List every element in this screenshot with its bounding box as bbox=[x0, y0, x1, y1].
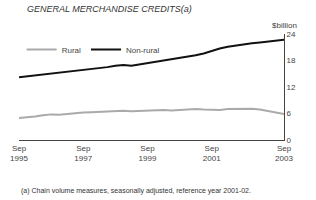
svg-text:$billion: $billion bbox=[272, 21, 297, 30]
svg-text:18: 18 bbox=[287, 56, 296, 65]
svg-text:6: 6 bbox=[287, 109, 292, 118]
svg-text:12: 12 bbox=[287, 83, 296, 92]
svg-text:Sep1995: Sep1995 bbox=[10, 144, 28, 163]
svg-text:Non-rural: Non-rural bbox=[126, 46, 160, 55]
svg-text:24: 24 bbox=[287, 30, 296, 39]
svg-text:Sep2003: Sep2003 bbox=[275, 144, 293, 163]
svg-text:Rural: Rural bbox=[62, 46, 81, 55]
svg-text:Sep1997: Sep1997 bbox=[74, 144, 92, 163]
svg-text:GENERAL MERCHANDISE CREDITS(a): GENERAL MERCHANDISE CREDITS(a) bbox=[27, 4, 192, 14]
svg-text:0: 0 bbox=[287, 136, 292, 145]
svg-text:Sep1999: Sep1999 bbox=[139, 144, 157, 163]
svg-text:Sep2001: Sep2001 bbox=[203, 144, 221, 163]
svg-text:(a) Chain volume measures, sea: (a) Chain volume measures, seasonally ad… bbox=[21, 187, 251, 195]
